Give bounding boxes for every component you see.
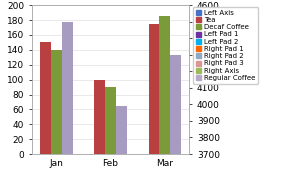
Bar bbox=[170, 55, 181, 154]
Bar bbox=[94, 80, 105, 154]
Bar bbox=[105, 87, 116, 154]
Bar bbox=[62, 22, 73, 154]
Bar bbox=[51, 50, 62, 154]
Bar bbox=[149, 24, 160, 154]
Bar bbox=[116, 106, 127, 154]
Legend: Left Axis, Tea, Decaf Coffee, Left Pad 1, Left Pad 2, Right Pad 1, Right Pad 2, : Left Axis, Tea, Decaf Coffee, Left Pad 1… bbox=[193, 7, 258, 84]
Bar bbox=[40, 43, 51, 154]
Bar bbox=[160, 16, 170, 154]
